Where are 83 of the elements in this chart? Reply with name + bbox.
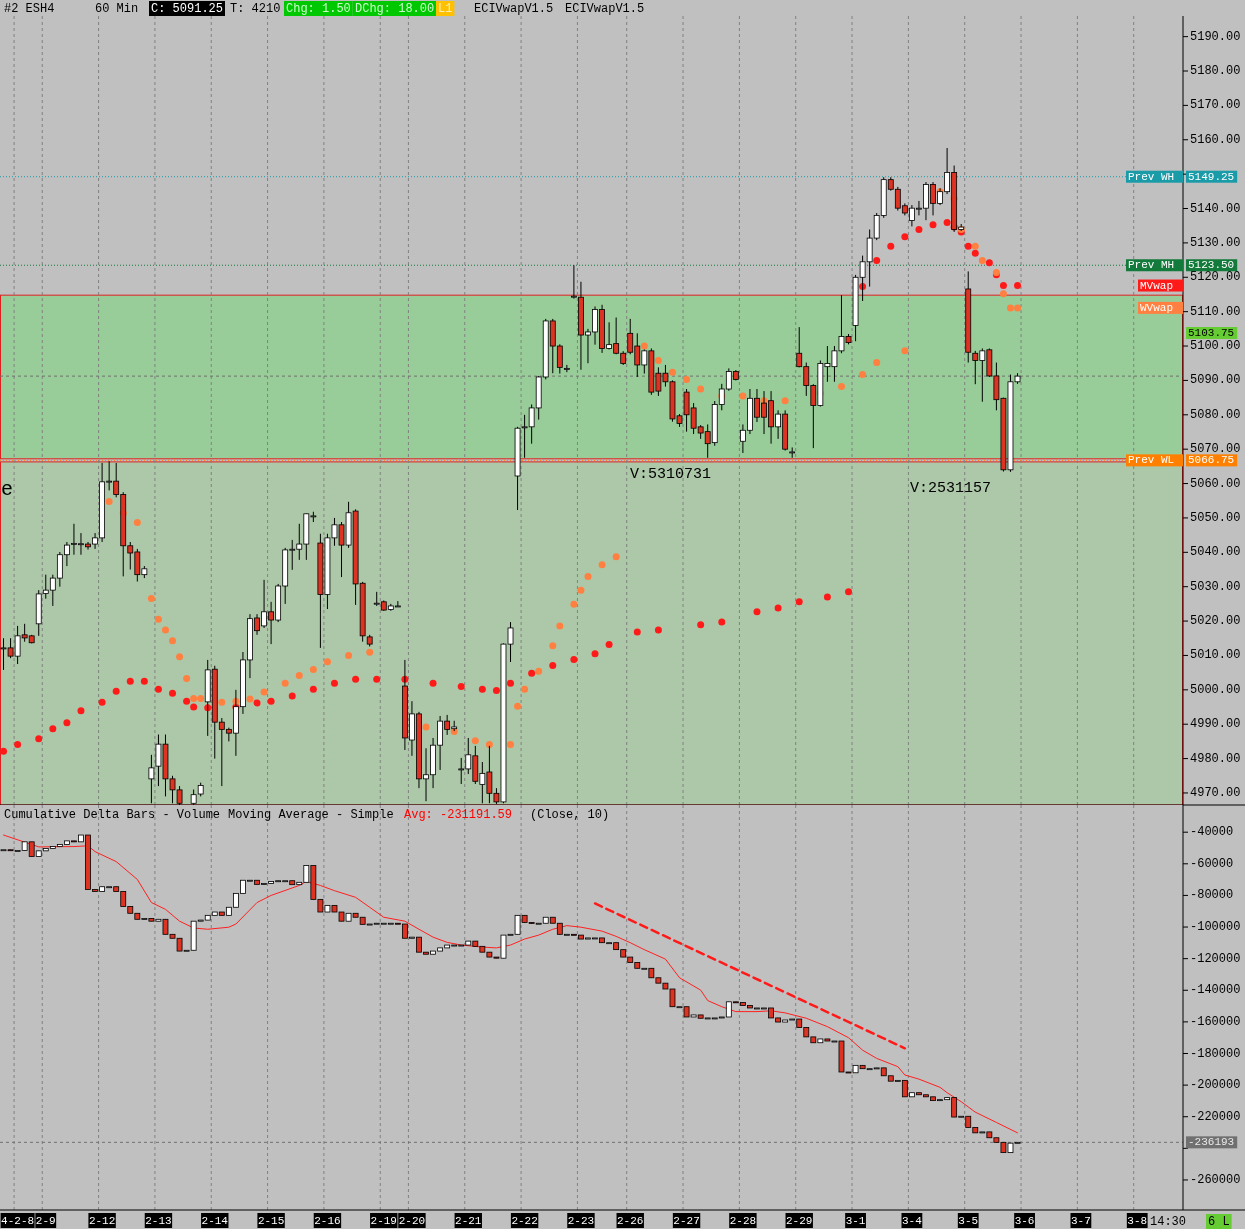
chart-subtitle: Moving Average - Simple [228,808,394,822]
y-tick-label: -120000 [1190,951,1241,966]
text: -236193 [1188,1136,1235,1149]
y-tick-label: 5140.00 [1190,201,1241,216]
text: ECIVwapV1.5 [474,2,554,16]
y-tick-label: -260000 [1190,1172,1241,1187]
text: Chg: 1.50 [286,2,351,16]
y-tick-label: 5110.00 [1190,304,1241,319]
x-tick-label: 2-21 [455,1215,482,1227]
y-tick-label: 5190.00 [1190,29,1241,44]
x-tick-label: 3-5 [958,1215,979,1227]
x-tick-label: 2-14 [201,1215,229,1227]
x-tick-label: 3-4 [901,1215,923,1227]
annotation: V:2531157 [910,480,992,497]
x-tick-label: 2-29 [786,1215,813,1227]
y-tick-label: 4990.00 [1190,717,1241,732]
chart-subtitle: 60 Min [95,2,139,16]
x-tick-label: 2-15 [257,1215,285,1227]
x-tick-label: 2-9 [35,1215,56,1227]
text: ECIVwapV1.5 [565,2,645,16]
annotation: Avg: -231191.59 [404,808,513,822]
y-tick-label: -160000 [1190,1014,1241,1029]
text: 6 L [1208,1215,1230,1229]
y-tick-label: 5060.00 [1190,476,1241,491]
y-tick-label: 5020.00 [1190,614,1241,629]
y-tick-label: 4970.00 [1190,785,1241,800]
text: MVwap [1140,279,1174,292]
text: L1 [438,2,453,16]
annotation: (Close, 10) [530,808,610,822]
x-tick-label: 2-22 [511,1215,538,1227]
y-tick-label: 5170.00 [1190,98,1241,113]
x-tick-label: 2-13 [145,1215,172,1227]
text: DChg: 18.00 [355,2,435,16]
x-tick-label: 2-23 [567,1215,595,1227]
ref-line-label: Prev MH [1128,259,1175,272]
x-tick-label: 4-2-8 [1,1215,35,1227]
x-tick-label: 3-6 [1014,1215,1035,1227]
x-tick-label: 2-26 [617,1215,644,1227]
y-tick-label: 5040.00 [1190,545,1241,560]
ref-line-label: Prev WH [1128,170,1175,183]
annotation: V:5310731 [630,466,712,483]
x-tick-label: 2-27 [673,1215,700,1227]
x-tick-label: 3-1 [845,1215,866,1227]
ref-line-label: Prev WL [1128,454,1175,467]
y-tick-label: 5070.00 [1190,442,1241,457]
y-tick-label: 5180.00 [1190,64,1241,79]
x-tick-label: 2-19 [370,1215,397,1227]
text: WVwap [1140,301,1174,314]
y-tick-label: 5080.00 [1190,407,1241,422]
y-tick-label: 4980.00 [1190,751,1241,766]
y-tick-label: -60000 [1190,856,1234,871]
y-tick-label: 5030.00 [1190,579,1241,594]
text: 5149.25 [1188,170,1235,183]
y-tick-label: 5120.00 [1190,270,1241,285]
y-tick-label: 5090.00 [1190,373,1241,388]
x-tick-label: 2-12 [88,1215,116,1227]
x-tick-label: 2-16 [314,1215,341,1227]
chart-title: #2 ESH4 [4,2,55,16]
annotation: e [1,478,14,501]
y-tick-label: 5000.00 [1190,682,1241,697]
y-tick-label: -140000 [1190,983,1241,998]
y-tick-label: 5160.00 [1190,132,1241,147]
text: 14:30 [1150,1215,1187,1229]
text: T: 4210 [230,2,281,16]
y-tick-label: 5100.00 [1190,339,1241,354]
y-tick-label: -220000 [1190,1109,1241,1124]
x-tick-label: 3-8 [1127,1215,1148,1227]
y-tick-label: -80000 [1190,888,1234,903]
y-tick-label: 5050.00 [1190,510,1241,525]
text: 5066.75 [1188,454,1235,467]
text: 5103.75 [1188,327,1235,339]
y-tick-label: -180000 [1190,1046,1241,1061]
text: 5123.50 [1188,259,1235,272]
x-tick-label: 2-20 [398,1215,426,1227]
chart-title: Cumulative Delta Bars - Volume [4,808,221,822]
y-tick-label: -100000 [1190,920,1241,935]
y-tick-label: 5010.00 [1190,648,1241,663]
x-tick-label: 2-28 [729,1215,757,1227]
y-tick-label: 5130.00 [1190,235,1241,250]
x-tick-label: 3-7 [1070,1215,1091,1227]
y-tick-label: -200000 [1190,1078,1241,1093]
y-tick-label: -40000 [1190,825,1234,840]
text: C: 5091.25 [151,2,224,16]
